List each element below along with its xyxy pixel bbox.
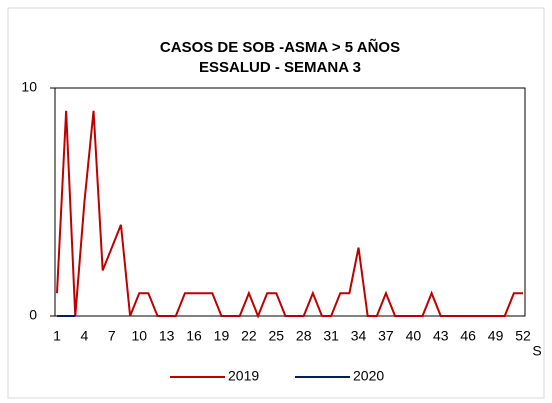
legend-label: 2020 <box>353 368 384 384</box>
x-tick-label: 34 <box>351 328 367 344</box>
series-line <box>56 110 523 319</box>
x-tick-label: 19 <box>214 328 230 344</box>
x-tick-label: 16 <box>186 328 202 344</box>
x-tick-label: 28 <box>296 328 312 344</box>
chart-border <box>7 7 545 399</box>
chart-title: CASOS DE SOB -ASMA > 5 AÑOS <box>160 38 400 56</box>
y-tick-label: 0 <box>29 307 37 323</box>
x-tick-label: 37 <box>378 328 394 344</box>
x-tick-label: 4 <box>81 328 89 344</box>
x-tick-label: 31 <box>323 328 339 344</box>
x-tick-label: 10 <box>131 328 147 344</box>
x-tick-label: 49 <box>488 328 504 344</box>
x-tick-label: 13 <box>159 328 175 344</box>
y-tick-label: 10 <box>21 79 37 95</box>
x-tick-label: 46 <box>460 328 476 344</box>
x-tick-label: 43 <box>433 328 449 344</box>
x-tick-label: 40 <box>406 328 422 344</box>
x-tick-label: 22 <box>241 328 257 344</box>
chart-title: ESSALUD - SEMANA 3 <box>199 59 361 76</box>
x-tick-label: 25 <box>269 328 285 344</box>
x-axis-label: S <box>532 343 541 359</box>
x-tick-label: 1 <box>53 328 61 344</box>
x-tick-label: 52 <box>515 328 531 344</box>
x-tick-label: 7 <box>108 328 116 344</box>
legend-label: 2019 <box>228 368 259 384</box>
